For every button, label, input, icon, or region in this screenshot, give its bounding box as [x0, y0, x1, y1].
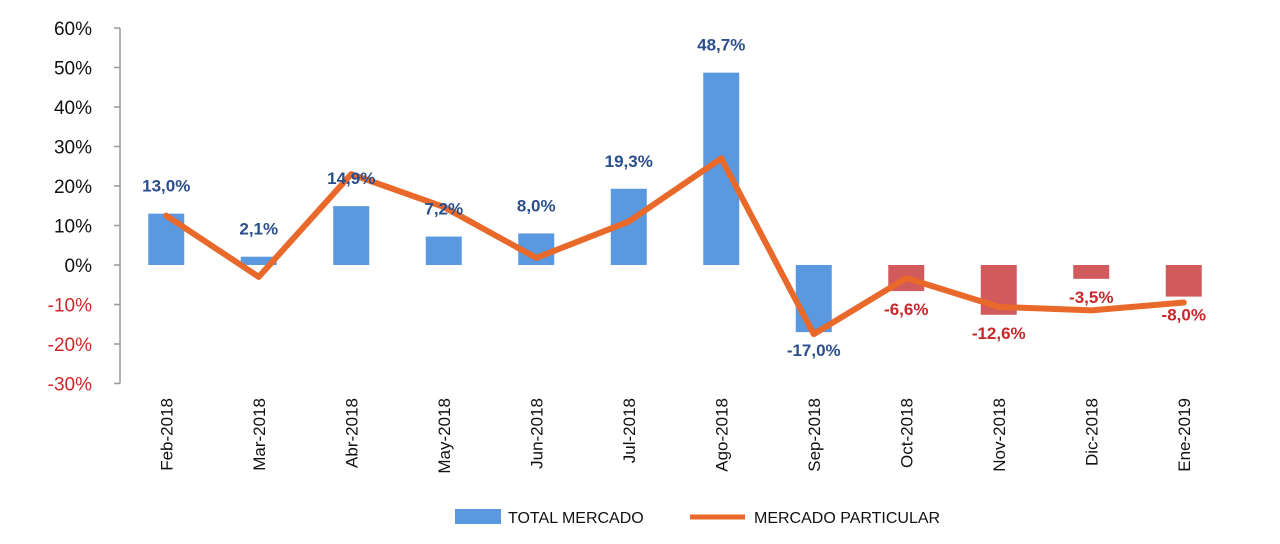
data-label: 7,2%: [424, 200, 463, 219]
x-tick-label: Jul-2018: [620, 398, 639, 463]
y-tick-label: -30%: [48, 375, 92, 396]
data-label: -12,6%: [972, 324, 1026, 343]
y-tick-label: -10%: [48, 296, 92, 317]
y-tick-label: 20%: [54, 177, 92, 198]
data-label: 8,0%: [517, 196, 556, 215]
x-tick-label: Ene-2019: [1175, 398, 1194, 472]
x-tick-label: May-2018: [435, 398, 454, 474]
bars: [148, 72, 1202, 333]
data-label: -3,5%: [1069, 288, 1113, 307]
x-tick-label: Oct-2018: [897, 398, 916, 468]
x-tick-label: Sep-2018: [805, 398, 824, 472]
bar: [333, 206, 370, 265]
y-tick-label: 10%: [54, 217, 92, 238]
legend: TOTAL MERCADO MERCADO PARTICULAR: [455, 509, 940, 527]
data-label: -6,6%: [884, 300, 928, 319]
legend-label-total-mercado: TOTAL MERCADO: [508, 510, 644, 527]
y-tick-label: 50%: [54, 59, 92, 80]
bar: [1073, 265, 1110, 279]
data-labels: 13,0% 2,1% 14,9% 7,2% 8,0% 19,3% 48,7% -17,0% -6…: [142, 36, 1206, 361]
data-label: 19,3%: [605, 152, 653, 171]
x-tick-label: Abr-2018: [342, 398, 361, 468]
y-tick-label: 60%: [54, 19, 92, 40]
y-tick-label: 40%: [54, 98, 92, 119]
y-tick-label: -20%: [48, 335, 92, 356]
bar: [795, 265, 832, 333]
line-mercado-particular: [163, 155, 1187, 338]
legend-label-mercado-particular: MERCADO PARTICULAR: [754, 510, 940, 527]
x-axis-labels: Feb-2018 Mar-2018 Abr-2018 May-2018 Jun-2018…: [157, 398, 1194, 474]
bar: [240, 256, 277, 265]
x-tick-label: Nov-2018: [990, 398, 1009, 472]
data-label: -8,0%: [1162, 306, 1206, 325]
legend-swatch-total-mercado: [455, 509, 501, 524]
bar: [1165, 265, 1202, 297]
x-tick-label: Jun-2018: [527, 398, 546, 469]
y-tick-label: 30%: [54, 138, 92, 159]
line-series: [163, 155, 1187, 338]
y-axis: 60% 50% 40% 30% 20% 10% 0% -10% -20% -30%: [48, 19, 121, 396]
data-label: 2,1%: [239, 220, 278, 239]
data-label: -17,0%: [787, 341, 841, 360]
data-label: 13,0%: [142, 177, 190, 196]
x-tick-label: Dic-2018: [1082, 398, 1101, 466]
y-tick-label: 0%: [65, 256, 93, 277]
x-tick-label: Mar-2018: [250, 398, 269, 471]
data-label: 48,7%: [697, 36, 745, 55]
data-label: 14,9%: [327, 169, 375, 188]
x-tick-label: Feb-2018: [157, 398, 176, 471]
bar: [425, 236, 462, 265]
x-tick-label: Ago-2018: [712, 398, 731, 472]
